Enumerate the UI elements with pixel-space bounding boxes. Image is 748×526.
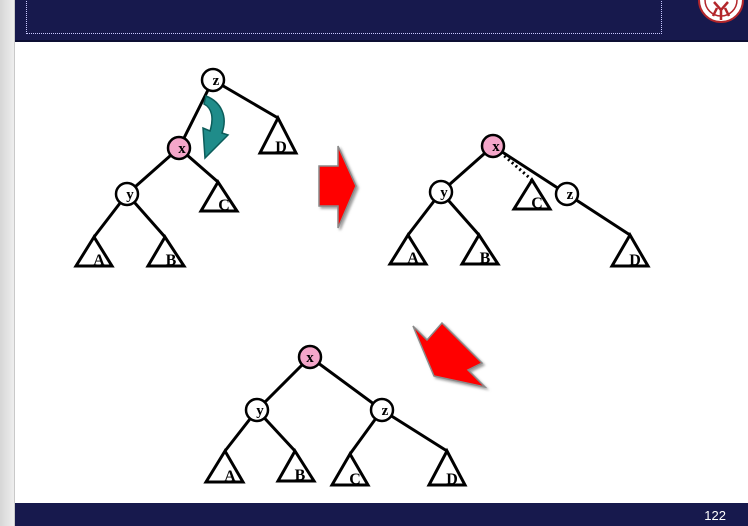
svg-text:C: C — [218, 197, 230, 214]
tree-after: A B C D x y z — [203, 344, 468, 488]
node-y: y — [244, 397, 270, 423]
svg-text:B: B — [480, 250, 491, 267]
page-number: 122 — [704, 508, 726, 523]
node-x: x — [480, 133, 506, 159]
step-arrow-right-icon — [318, 145, 357, 229]
svg-text:C: C — [349, 471, 361, 488]
svg-text:y: y — [440, 185, 448, 201]
node-x: x — [166, 135, 192, 161]
subtree-B: B — [459, 232, 501, 267]
svg-text:z: z — [213, 73, 220, 89]
svg-text:B: B — [295, 467, 306, 484]
header-bar — [15, 0, 748, 42]
tree-middle: A B C D x y z — [387, 133, 651, 269]
university-logo-icon — [693, 0, 748, 30]
svg-text:y: y — [126, 187, 134, 203]
node-z: z — [200, 67, 226, 93]
svg-text:B: B — [166, 252, 177, 269]
subtree-C: C — [198, 179, 240, 214]
subtree-A: A — [203, 448, 246, 485]
node-z: z — [369, 397, 395, 423]
svg-text:A: A — [93, 252, 105, 269]
svg-text:A: A — [224, 468, 236, 485]
svg-text:x: x — [178, 141, 186, 157]
left-gutter — [0, 0, 15, 526]
subtree-C: C — [329, 451, 371, 488]
svg-text:z: z — [382, 403, 389, 419]
subtree-D: D — [257, 114, 299, 156]
svg-text:y: y — [256, 403, 264, 419]
node-y: y — [428, 179, 454, 205]
node-z: z — [554, 181, 580, 207]
subtree-D: D — [426, 447, 468, 488]
node-x: x — [297, 344, 323, 370]
rotation-arrow-icon — [202, 94, 230, 160]
svg-text:A: A — [407, 250, 419, 267]
subtree-A: A — [387, 232, 429, 267]
svg-text:C: C — [531, 195, 543, 212]
svg-text:z: z — [567, 187, 574, 203]
footer-bar: 122 — [15, 503, 748, 526]
header-title-frame — [26, 0, 662, 34]
subtree-A: A — [73, 234, 115, 269]
subtree-B: B — [145, 234, 187, 269]
subtree-D: D — [609, 232, 651, 269]
subtree-C: C — [511, 177, 553, 212]
step-arrow-down-left-icon — [412, 321, 488, 389]
tree-before: A B C D z x y — [73, 67, 299, 269]
svg-text:D: D — [275, 139, 287, 156]
svg-text:D: D — [629, 252, 641, 269]
svg-text:D: D — [446, 471, 458, 488]
subtree-B: B — [275, 448, 317, 484]
node-y: y — [114, 181, 140, 207]
svg-text:x: x — [492, 139, 500, 155]
svg-text:x: x — [306, 350, 314, 366]
